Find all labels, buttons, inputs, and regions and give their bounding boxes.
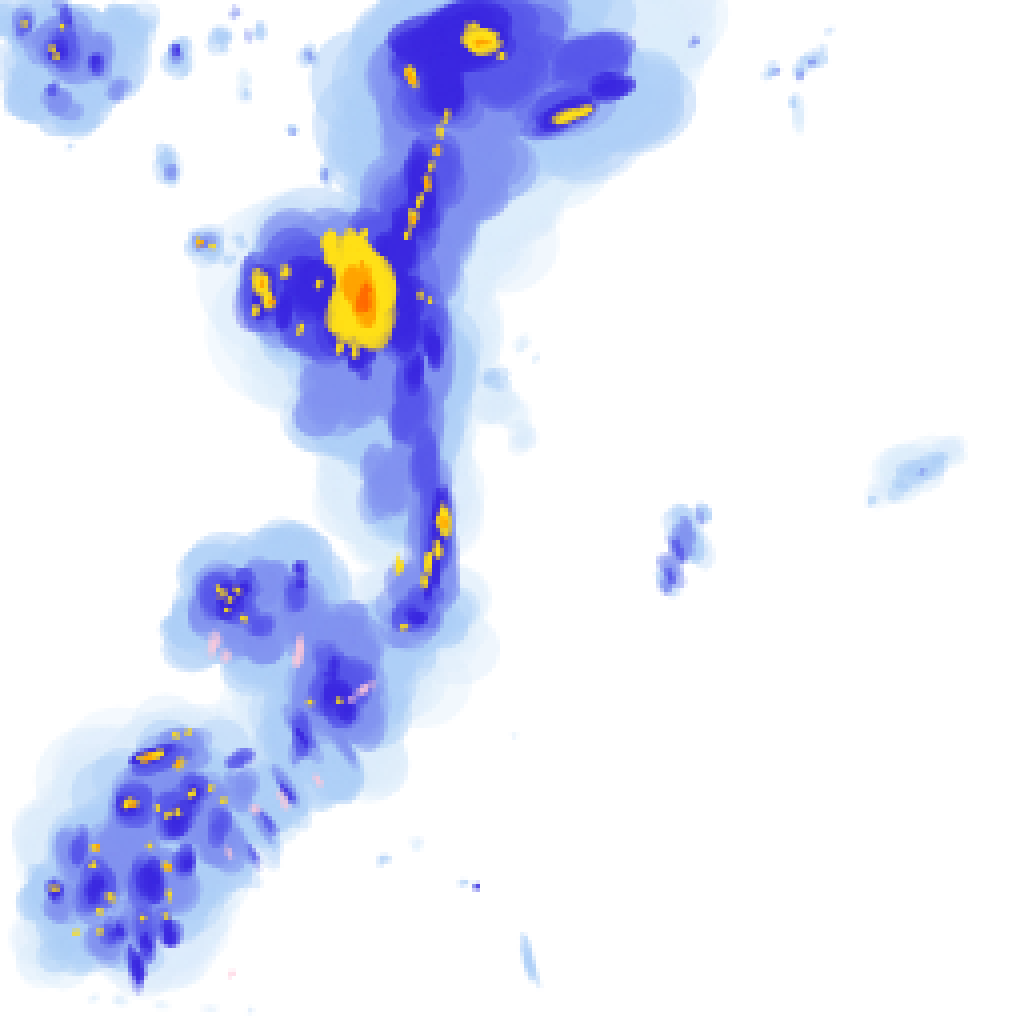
precipitation-radar-canvas (0, 0, 1024, 1024)
radar-map-viewport[interactable] (0, 0, 1024, 1024)
